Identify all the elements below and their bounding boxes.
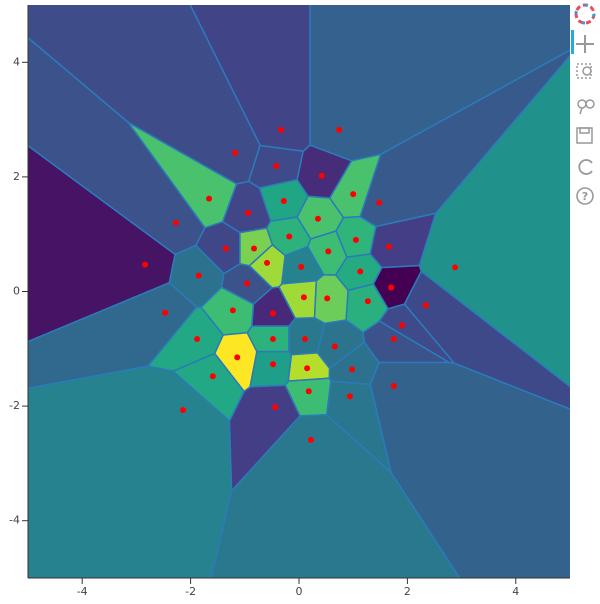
box-zoom-tool[interactable] — [576, 63, 592, 79]
point — [349, 366, 356, 373]
point — [286, 233, 293, 240]
y-tick-label: 2 — [13, 170, 20, 183]
point — [272, 404, 279, 411]
point — [298, 263, 305, 270]
point — [280, 197, 287, 204]
y-tick-label: 4 — [13, 55, 20, 68]
voronoi-cell — [249, 350, 293, 388]
point — [350, 191, 357, 198]
point — [209, 373, 216, 380]
point — [352, 236, 359, 243]
point — [331, 343, 338, 350]
point — [195, 272, 202, 279]
point — [194, 336, 201, 343]
point — [232, 149, 239, 156]
point — [388, 284, 395, 291]
point — [269, 361, 276, 368]
point — [336, 126, 343, 133]
bokeh-logo — [574, 3, 596, 25]
x-tick-label: -2 — [185, 585, 196, 598]
help-icon: ? — [582, 190, 588, 203]
help-tool[interactable]: ? — [576, 187, 594, 205]
point — [305, 388, 312, 395]
pan-tool[interactable] — [576, 35, 594, 53]
point — [385, 243, 392, 250]
point — [304, 365, 311, 372]
point — [452, 264, 459, 271]
x-tick-label: -4 — [77, 585, 88, 598]
reset-tool[interactable] — [578, 159, 593, 175]
point — [300, 294, 307, 301]
point — [264, 259, 271, 266]
point — [269, 310, 276, 317]
point — [278, 126, 285, 133]
x-tick-label: 2 — [404, 585, 411, 598]
point — [251, 245, 258, 252]
point — [390, 336, 397, 343]
point — [234, 354, 241, 361]
wheel-zoom-tool[interactable] — [577, 99, 595, 115]
point — [357, 268, 364, 275]
point — [172, 219, 179, 226]
voronoi-cell — [28, 365, 233, 578]
point — [301, 336, 308, 343]
voronoi-cell — [210, 414, 461, 578]
save-tool[interactable] — [576, 127, 593, 144]
point — [180, 407, 187, 414]
point — [318, 172, 325, 179]
voronoi-cell — [369, 361, 570, 578]
point — [269, 336, 276, 343]
y-tick-label: -2 — [9, 399, 20, 412]
point — [422, 302, 429, 309]
point — [222, 245, 229, 252]
point — [229, 307, 236, 314]
point — [398, 322, 405, 329]
point — [376, 199, 383, 206]
point — [325, 248, 332, 255]
x-tick-label: 0 — [296, 585, 303, 598]
point — [273, 163, 280, 170]
y-tick-label: 0 — [13, 285, 20, 298]
point — [142, 261, 149, 268]
point — [324, 295, 331, 302]
toolbar: ? — [571, 3, 596, 205]
point — [206, 195, 213, 202]
point — [390, 383, 397, 390]
point — [243, 280, 250, 287]
point — [307, 436, 314, 443]
point — [364, 298, 371, 305]
y-tick-label: -4 — [9, 514, 20, 527]
x-tick-label: 4 — [512, 585, 519, 598]
point — [346, 393, 353, 400]
point — [314, 215, 321, 222]
point — [245, 209, 252, 216]
point — [162, 309, 169, 316]
active-tool-marker — [571, 30, 574, 54]
